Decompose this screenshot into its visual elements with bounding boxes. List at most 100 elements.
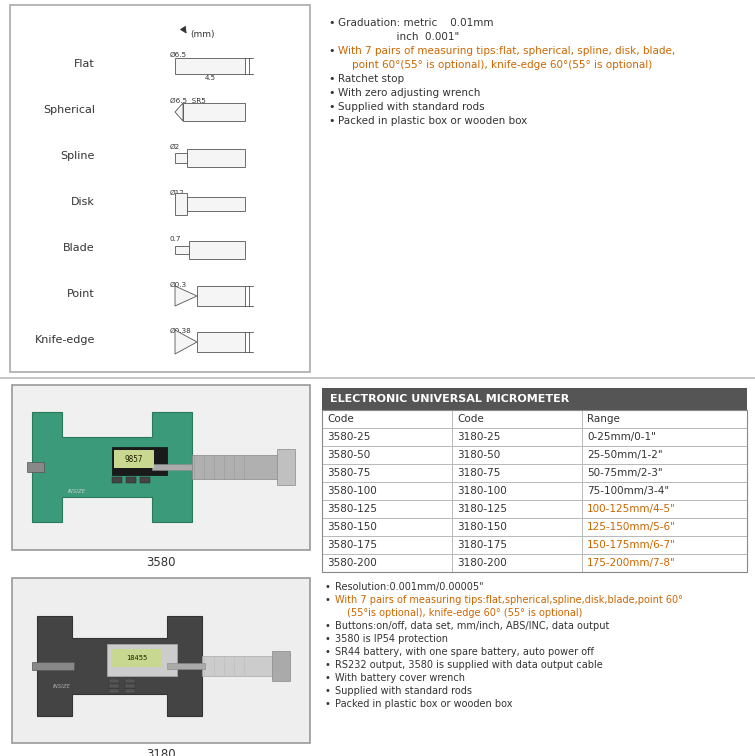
Text: •: • — [325, 673, 331, 683]
Text: With 7 pairs of measuring tips:flat, spherical, spline, disk, blade,: With 7 pairs of measuring tips:flat, sph… — [338, 46, 675, 56]
Polygon shape — [37, 616, 202, 716]
Bar — [126, 477, 136, 483]
Text: •: • — [325, 699, 331, 709]
Bar — [322, 554, 452, 572]
Text: 3180-100: 3180-100 — [457, 486, 507, 496]
Bar — [112, 649, 162, 667]
Bar — [114, 450, 154, 468]
Bar — [582, 554, 747, 572]
Text: •: • — [325, 595, 331, 605]
Polygon shape — [32, 412, 192, 522]
Bar — [125, 679, 135, 683]
Text: Disk: Disk — [71, 197, 95, 207]
Bar — [109, 689, 119, 693]
Text: Ratchet stop: Ratchet stop — [338, 74, 404, 84]
Text: 9857: 9857 — [125, 454, 143, 463]
Bar — [125, 684, 135, 688]
Text: Packed in plastic box or wooden box: Packed in plastic box or wooden box — [335, 699, 513, 709]
Text: Ø0.38: Ø0.38 — [170, 328, 192, 334]
Polygon shape — [175, 286, 197, 306]
Text: With 7 pairs of measuring tips:flat,spherical,spline,disk,blade,point 60°: With 7 pairs of measuring tips:flat,sphe… — [335, 595, 683, 605]
Text: 3180-50: 3180-50 — [457, 450, 501, 460]
Text: (55°is optional), knife-edge 60° (55° is optional): (55°is optional), knife-edge 60° (55° is… — [347, 608, 582, 618]
Text: 3180-200: 3180-200 — [457, 558, 507, 568]
Bar — [167, 663, 205, 669]
Bar — [189, 241, 245, 259]
Text: INSIZE: INSIZE — [53, 684, 71, 689]
Text: Range: Range — [587, 414, 620, 424]
Text: 3580-175: 3580-175 — [327, 540, 377, 550]
Bar — [322, 410, 452, 428]
Text: ELECTRONIC UNIVERSAL MICROMETER: ELECTRONIC UNIVERSAL MICROMETER — [330, 394, 569, 404]
Text: •: • — [328, 116, 334, 126]
Text: 3180-125: 3180-125 — [457, 504, 507, 514]
Text: SR44 battery, with one spare battery, auto power off: SR44 battery, with one spare battery, au… — [335, 647, 594, 657]
Bar — [175, 193, 187, 215]
Text: With zero adjusting wrench: With zero adjusting wrench — [338, 88, 480, 98]
Text: Graduation: metric    0.01mm: Graduation: metric 0.01mm — [338, 18, 494, 28]
Bar — [322, 464, 452, 482]
Text: 25-50mm/1-2": 25-50mm/1-2" — [587, 450, 663, 460]
Text: Spherical: Spherical — [43, 105, 95, 115]
Text: •: • — [328, 88, 334, 98]
Text: Resolution:0.001mm/0.00005": Resolution:0.001mm/0.00005" — [335, 582, 484, 592]
Bar — [112, 477, 122, 483]
Bar — [582, 464, 747, 482]
Text: Knife-edge: Knife-edge — [35, 335, 95, 345]
Bar — [452, 410, 582, 428]
Bar — [582, 410, 747, 428]
Text: RS232 output, 3580 is supplied with data output cable: RS232 output, 3580 is supplied with data… — [335, 660, 602, 670]
Text: 3180-25: 3180-25 — [457, 432, 501, 442]
Text: 3580-100: 3580-100 — [327, 486, 377, 496]
Text: 0-25mm/0-1": 0-25mm/0-1" — [587, 432, 656, 442]
Text: •: • — [328, 74, 334, 84]
Text: 3580-200: 3580-200 — [327, 558, 377, 568]
Text: 125-150mm/5-6": 125-150mm/5-6" — [587, 522, 676, 532]
Text: point 60°(55° is optional), knife-edge 60°(55° is optional): point 60°(55° is optional), knife-edge 6… — [352, 60, 652, 70]
Bar — [322, 446, 452, 464]
Bar — [175, 153, 187, 163]
Text: •: • — [325, 647, 331, 657]
Text: •: • — [325, 634, 331, 644]
Text: 75-100mm/3-4": 75-100mm/3-4" — [587, 486, 669, 496]
Text: •: • — [325, 621, 331, 631]
Text: 3580-50: 3580-50 — [327, 450, 370, 460]
Bar — [32, 662, 74, 670]
Bar — [452, 518, 582, 536]
Bar — [452, 536, 582, 554]
Bar — [452, 428, 582, 446]
Bar — [322, 428, 452, 446]
Text: •: • — [325, 686, 331, 696]
Bar — [109, 684, 119, 688]
Text: 3180: 3180 — [146, 748, 176, 756]
Bar — [322, 482, 452, 500]
Bar — [202, 656, 282, 676]
Bar — [582, 518, 747, 536]
Bar — [175, 58, 245, 74]
Text: With battery cover wrench: With battery cover wrench — [335, 673, 465, 683]
Text: Ø2: Ø2 — [170, 144, 180, 150]
Bar — [322, 410, 747, 572]
Bar — [582, 428, 747, 446]
Bar — [452, 500, 582, 518]
Text: 100-125mm/4-5": 100-125mm/4-5" — [587, 504, 676, 514]
Text: 3580-150: 3580-150 — [327, 522, 377, 532]
Text: •: • — [328, 18, 334, 28]
Bar — [187, 197, 245, 211]
Text: INSIZE: INSIZE — [68, 489, 86, 494]
Text: 3180-150: 3180-150 — [457, 522, 507, 532]
Bar — [187, 149, 245, 167]
Text: Ø6.5  SR5: Ø6.5 SR5 — [170, 98, 206, 104]
Text: 4.5: 4.5 — [205, 75, 216, 81]
Text: 3180-75: 3180-75 — [457, 468, 501, 478]
Bar — [272, 651, 290, 681]
Text: •: • — [328, 46, 334, 56]
Text: Packed in plastic box or wooden box: Packed in plastic box or wooden box — [338, 116, 527, 126]
Bar — [582, 482, 747, 500]
Bar — [152, 464, 192, 470]
Bar — [452, 482, 582, 500]
Polygon shape — [175, 330, 197, 354]
Bar — [197, 332, 245, 352]
Bar — [197, 286, 245, 306]
Text: 50-75mm/2-3": 50-75mm/2-3" — [587, 468, 663, 478]
